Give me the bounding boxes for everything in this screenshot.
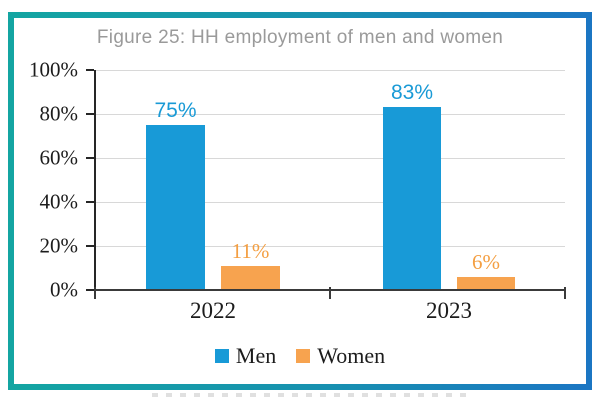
y-tick-label-0: 0% [50, 277, 78, 302]
y-axis-tick [86, 201, 94, 203]
plot-area: 75% 11% 83% 6% [86, 69, 566, 299]
y-tick-label-100: 100% [29, 57, 78, 82]
y-axis-tick [86, 289, 94, 291]
bar-men-2023: 83% [383, 81, 441, 290]
data-label-women-2023: 6% [472, 249, 500, 274]
y-axis-labels: 100% 80% 60% 40% 20% 0% [20, 58, 79, 302]
x-axis-tick [329, 287, 331, 299]
bar-men-2023-fill [383, 107, 441, 290]
x-axis-tick [94, 287, 96, 299]
gridline-100 [95, 70, 565, 71]
category-label-2023: 2023 [426, 298, 472, 323]
bar-women-2023-fill [457, 276, 515, 290]
x-axis-labels: 2022 2023 [95, 298, 565, 326]
legend-item-men: Men [214, 343, 277, 369]
gridline-60 [95, 158, 565, 159]
y-tick-label-80: 80% [39, 101, 79, 126]
data-label-women-2022: 11% [231, 238, 270, 263]
y-tick-label-20: 20% [39, 233, 79, 258]
gridline-20 [95, 246, 565, 247]
bar-women-2023: 6% [457, 250, 515, 290]
y-tick-label-40: 40% [39, 189, 79, 214]
y-axis-tick [86, 113, 94, 115]
category-label-2022: 2022 [190, 298, 236, 323]
figure-card: Figure 25: HH employment of men and wome… [8, 12, 592, 390]
data-label-men-2022: 75% [154, 98, 197, 122]
bar-men-2022-fill [146, 125, 205, 290]
y-tick-label-60: 60% [39, 145, 79, 170]
bar-men-2022: 75% [146, 99, 205, 290]
bar-women-2022: 11% [221, 239, 280, 290]
y-axis-tick [86, 245, 94, 247]
y-axis-tick [86, 157, 94, 159]
data-label-men-2023: 83% [390, 81, 434, 105]
legend-label-men: Men [235, 343, 277, 368]
chart-title: Figure 25: HH employment of men and wome… [96, 27, 504, 48]
women-swatch-icon [296, 349, 311, 363]
legend-label-women: Women [317, 343, 386, 368]
cropped-source-text-remnant [152, 393, 470, 397]
men-swatch-icon [214, 349, 229, 363]
legend-item-women: Women [296, 343, 385, 369]
x-axis-tick [564, 287, 566, 299]
bar-women-2022-fill [221, 265, 280, 290]
chart-legend: Men Women [14, 343, 586, 369]
y-axis-tick [86, 69, 94, 71]
y-axis-line [94, 70, 96, 290]
gridline-80 [95, 114, 565, 115]
gridline-40 [95, 202, 565, 203]
